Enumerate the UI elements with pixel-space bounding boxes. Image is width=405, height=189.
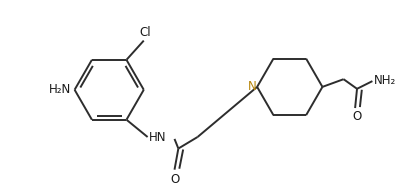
Text: H₂N: H₂N: [49, 83, 71, 96]
Text: O: O: [352, 110, 362, 123]
Text: HN: HN: [149, 131, 166, 143]
Text: O: O: [171, 173, 180, 186]
Text: Cl: Cl: [139, 26, 151, 39]
Text: N: N: [247, 80, 256, 93]
Text: NH₂: NH₂: [374, 74, 396, 87]
